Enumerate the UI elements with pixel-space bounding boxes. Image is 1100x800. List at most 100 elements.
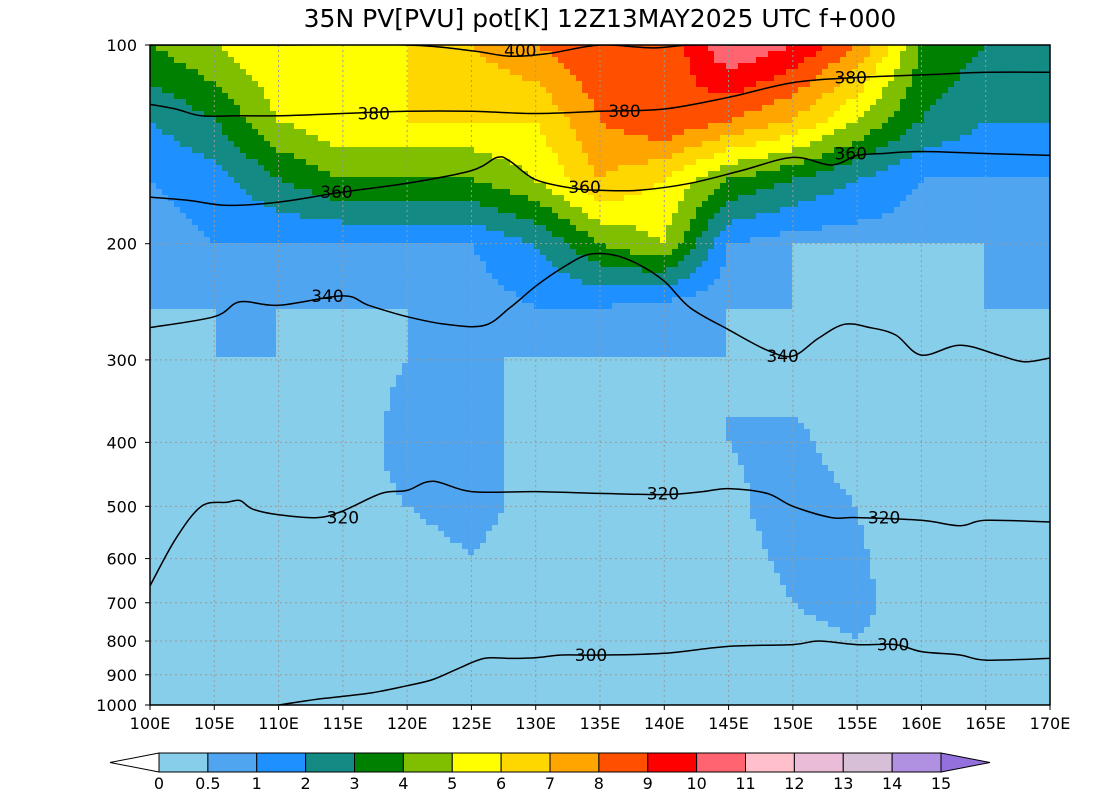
pv-cell [372, 681, 379, 688]
pv-cell [300, 579, 307, 586]
pv-cell [306, 675, 313, 682]
pv-cell [402, 615, 409, 622]
pv-cell [150, 345, 157, 352]
pv-cell [192, 411, 199, 418]
pv-cell [258, 423, 265, 430]
pv-cell [360, 303, 367, 310]
pv-cell [204, 561, 211, 568]
pv-cell [408, 153, 415, 160]
pv-cell [342, 261, 349, 268]
pv-cell [414, 573, 421, 580]
pv-cell [342, 111, 349, 118]
pv-cell [402, 543, 409, 550]
pv-cell [354, 57, 361, 64]
pv-cell [198, 399, 205, 406]
pv-cell [216, 459, 223, 466]
pv-cell [156, 507, 163, 514]
pv-cell [366, 699, 373, 705]
pv-cell [240, 297, 247, 304]
pv-cell [156, 231, 163, 238]
pv-cell [306, 249, 313, 256]
pv-cell [150, 393, 157, 400]
pv-cell [336, 255, 343, 262]
pv-cell [372, 561, 379, 568]
pv-cell [216, 273, 223, 280]
pv-cell [306, 621, 313, 628]
pv-cell [324, 573, 331, 580]
pv-cell [156, 69, 163, 76]
pv-cell [300, 321, 307, 328]
pv-cell [312, 585, 319, 592]
pv-cell [354, 579, 361, 586]
pv-cell [372, 51, 379, 58]
pv-cell [264, 111, 271, 118]
pv-cell [258, 537, 265, 544]
pv-cell [252, 483, 259, 490]
pv-cell [348, 207, 355, 214]
pv-cell [288, 627, 295, 634]
pv-cell [390, 183, 397, 190]
pv-cell [336, 225, 343, 232]
pv-cell [240, 339, 247, 346]
pv-cell [318, 675, 325, 682]
pv-cell [180, 429, 187, 436]
pv-cell [318, 285, 325, 292]
pv-cell [300, 609, 307, 616]
pv-cell [198, 639, 205, 646]
pv-cell [324, 447, 331, 454]
pv-cell [270, 111, 277, 118]
pv-cell [228, 99, 235, 106]
pv-cell [420, 273, 427, 280]
pv-cell [222, 315, 229, 322]
pv-cell [198, 213, 205, 220]
pv-cell [366, 327, 373, 334]
pv-cell [288, 561, 295, 568]
pv-cell [342, 597, 349, 604]
pv-cell [378, 453, 385, 460]
pv-cell [234, 615, 241, 622]
pv-cell [408, 657, 415, 664]
pv-cell [270, 459, 277, 466]
pv-cell [180, 579, 187, 586]
pv-cell [192, 471, 199, 478]
pv-cell [228, 423, 235, 430]
pv-cell [150, 297, 157, 304]
pv-cell [276, 333, 283, 340]
pv-cell [246, 471, 253, 478]
pv-cell [156, 657, 163, 664]
pv-cell [186, 411, 193, 418]
pv-cell [294, 327, 301, 334]
pv-cell [306, 339, 313, 346]
pv-cell [198, 183, 205, 190]
pv-cell [162, 129, 169, 136]
pv-cell [270, 387, 277, 394]
pv-cell [366, 675, 373, 682]
pv-cell [402, 375, 409, 382]
pv-cell [270, 621, 277, 628]
pv-cell [372, 57, 379, 64]
pv-cell [372, 603, 379, 610]
pv-cell [180, 189, 187, 196]
pv-cell [198, 567, 205, 574]
pv-cell [354, 45, 361, 52]
pv-cell [150, 585, 157, 592]
pv-cell [324, 147, 331, 154]
pv-cell [198, 279, 205, 286]
pv-cell [228, 297, 235, 304]
pv-cell [366, 465, 373, 472]
pv-cell [162, 633, 169, 640]
pv-cell [174, 183, 181, 190]
pv-cell [324, 417, 331, 424]
pv-cell [282, 207, 289, 214]
pv-cell [342, 651, 349, 658]
pv-cell [162, 591, 169, 598]
pv-cell [330, 489, 337, 496]
pv-cell [348, 585, 355, 592]
pv-cell [246, 171, 253, 178]
pv-cell [270, 489, 277, 496]
pv-cell [192, 45, 199, 52]
pv-cell [318, 639, 325, 646]
pv-cell [156, 177, 163, 184]
pv-cell [210, 87, 217, 94]
pv-cell [312, 531, 319, 538]
